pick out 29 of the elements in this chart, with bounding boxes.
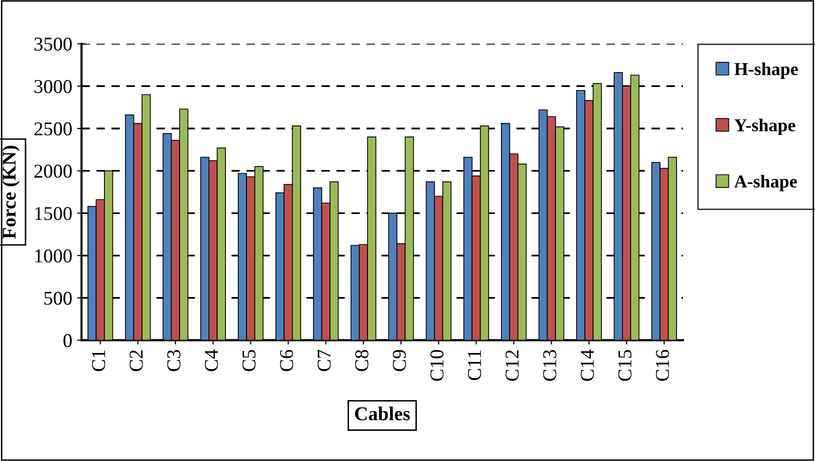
legend-label: Y-shape — [734, 118, 796, 136]
legend-label: H-shape — [734, 62, 798, 79]
y-tick-label: 1500 — [35, 206, 72, 220]
x-tick-label: C16 — [656, 350, 670, 381]
y-tick-label: 3500 — [34, 38, 72, 51]
x-tick-label: C14 — [580, 350, 594, 381]
x-tick-label: C4 — [204, 350, 218, 372]
y-axis-title: Force (KN) — [2, 146, 20, 239]
x-tick-label: C11 — [468, 350, 482, 380]
x-tick-label: C12 — [506, 350, 519, 381]
y-tick-label: 1000 — [35, 249, 72, 262]
x-tick-label: C5 — [242, 350, 256, 372]
x-tick-label: C2 — [130, 350, 143, 372]
y-tick-label: 0 — [63, 334, 72, 348]
x-tick-label: C8 — [355, 350, 368, 372]
x-tick-label: C10 — [430, 350, 444, 381]
x-tick-label: C1 — [92, 350, 106, 372]
y-tick-label: 500 — [44, 292, 72, 305]
x-tick-label: C13 — [543, 350, 556, 381]
x-tick-label: C3 — [167, 350, 180, 372]
legend-label: A-shape — [734, 174, 797, 192]
y-tick-label: 2000 — [34, 164, 72, 178]
x-axis-title: Cables — [355, 406, 410, 420]
y-tick-label: 3000 — [34, 80, 72, 94]
y-tick-label: 2500 — [34, 122, 72, 136]
x-tick-label: C6 — [280, 350, 294, 372]
x-tick-label: C15 — [618, 350, 632, 381]
x-tick-label: C9 — [392, 350, 406, 372]
x-tick-label: C7 — [318, 350, 331, 372]
